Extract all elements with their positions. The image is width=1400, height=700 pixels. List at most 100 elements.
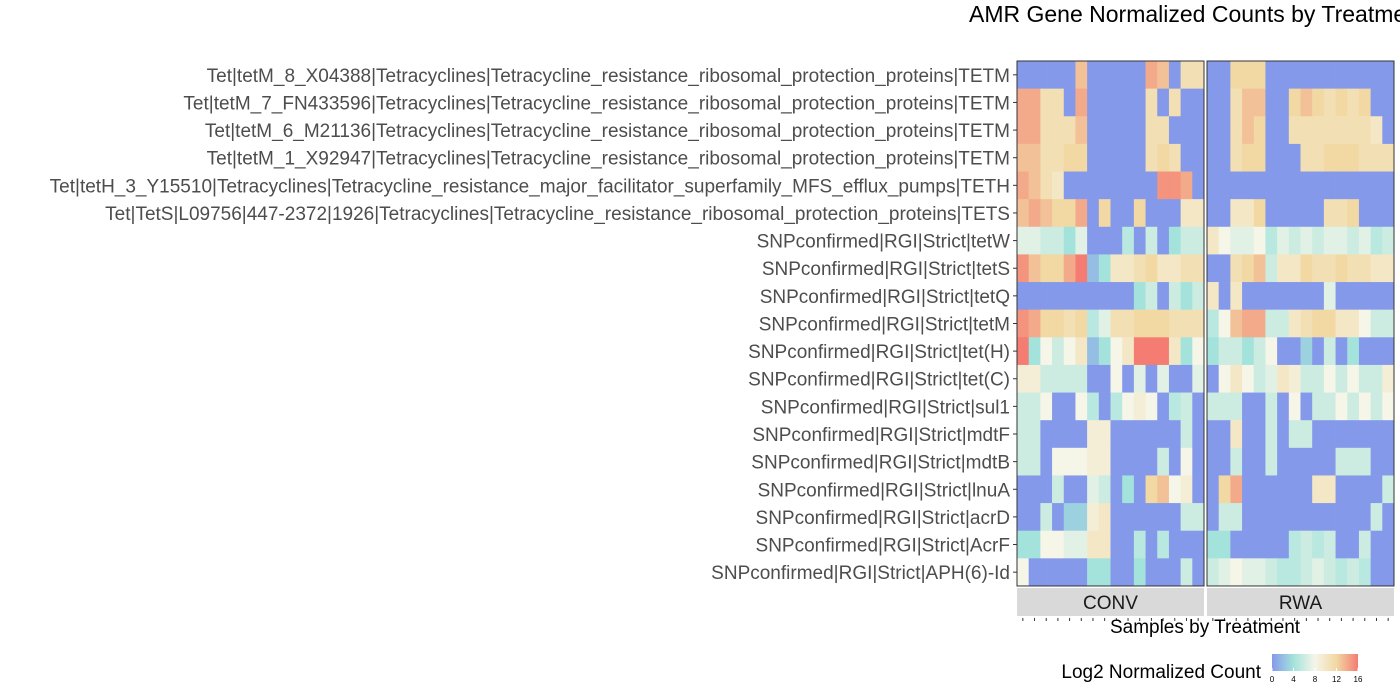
- heatmap-cell: [1157, 530, 1170, 559]
- heatmap-cell: [1277, 282, 1290, 311]
- heatmap-cell: [1382, 199, 1395, 228]
- heatmap-cell: [1087, 88, 1100, 117]
- heatmap-cell: [1157, 447, 1170, 476]
- heatmap-cell: [1312, 171, 1325, 200]
- heatmap-cell: [1075, 226, 1088, 255]
- heatmap-cell: [1098, 309, 1111, 338]
- heatmap-cell: [1207, 226, 1220, 255]
- heatmap-cell: [1335, 420, 1348, 449]
- heatmap-cell: [1017, 199, 1030, 228]
- heatmap-cell: [1335, 447, 1348, 476]
- heatmap-cell: [1253, 88, 1266, 117]
- heatmap-cell: [1230, 447, 1243, 476]
- heatmap-cell: [1242, 337, 1255, 366]
- heatmap-cell: [1075, 447, 1088, 476]
- row-label: SNPconfirmed|RGI|Strict|AcrF: [756, 536, 1010, 557]
- heatmap-cell: [1180, 143, 1193, 172]
- heatmap-cell: [1382, 530, 1395, 559]
- heatmap-cell: [1382, 475, 1395, 504]
- row-label: SNPconfirmed|RGI|Strict|tet(C): [748, 370, 1010, 391]
- heatmap-cell: [1323, 254, 1336, 283]
- heatmap-cell: [1192, 447, 1205, 476]
- heatmap-cell: [1040, 447, 1053, 476]
- heatmap-cell: [1335, 171, 1348, 200]
- heatmap-cell: [1382, 558, 1395, 587]
- heatmap-cell: [1192, 558, 1205, 587]
- heatmap-cell: [1133, 530, 1146, 559]
- heatmap-cell: [1110, 447, 1123, 476]
- heatmap-cell: [1207, 88, 1220, 117]
- heatmap-cell: [1168, 530, 1182, 559]
- heatmap-cell: [1087, 447, 1100, 476]
- heatmap-cell: [1288, 61, 1301, 90]
- heatmap-cell: [1122, 282, 1135, 311]
- heatmap-cell: [1192, 143, 1205, 172]
- heatmap-cell: [1075, 364, 1088, 393]
- heatmap-cell: [1180, 171, 1193, 200]
- heatmap-cell: [1122, 171, 1135, 200]
- x-ticks: [1022, 617, 1389, 621]
- heatmap-cell: [1168, 475, 1182, 504]
- heatmap-cell: [1098, 199, 1111, 228]
- heatmap-cell: [1133, 337, 1146, 366]
- heatmap-cell: [1087, 171, 1100, 200]
- heatmap-cell: [1265, 420, 1278, 449]
- heatmap-cell: [1098, 254, 1111, 283]
- heatmap-cell: [1230, 503, 1243, 532]
- heatmap-cell: [1075, 282, 1088, 311]
- heatmap-cell: [1218, 420, 1231, 449]
- heatmap-cell: [1063, 226, 1076, 255]
- heatmap-cell: [1242, 364, 1255, 393]
- heatmap-cell: [1218, 530, 1231, 559]
- heatmap-cell: [1323, 199, 1336, 228]
- heatmap-cell: [1207, 143, 1220, 172]
- heatmap-cell: [1207, 475, 1220, 504]
- heatmap-cell: [1087, 337, 1100, 366]
- heatmap-cell: [1230, 116, 1243, 145]
- heatmap-panels: CONV RWA: [1016, 60, 1395, 616]
- heatmap-cell: [1040, 61, 1053, 90]
- heatmap-cell: [1122, 420, 1135, 449]
- heatmap-cell: [1110, 171, 1123, 200]
- heatmap-cell: [1017, 337, 1030, 366]
- heatmap-cell: [1040, 503, 1053, 532]
- heatmap-cell: [1277, 530, 1290, 559]
- heatmap-cell: [1063, 309, 1076, 338]
- heatmap-cell: [1040, 392, 1053, 421]
- heatmap-cell: [1028, 282, 1041, 311]
- row-label: Tet|tetM_8_X04388|Tetracyclines|Tetracyc…: [207, 66, 1010, 87]
- heatmap-cell: [1382, 61, 1395, 90]
- heatmap-cell: [1133, 254, 1146, 283]
- heatmap-cell: [1312, 199, 1325, 228]
- heatmap-cell: [1347, 337, 1360, 366]
- heatmap-cell: [1242, 61, 1255, 90]
- heatmap-cell: [1052, 116, 1065, 145]
- heatmap-cell: [1028, 392, 1041, 421]
- heatmap-cell: [1087, 475, 1100, 504]
- heatmap-cell: [1300, 530, 1313, 559]
- heatmap-cell: [1323, 171, 1336, 200]
- heatmap-cell: [1358, 392, 1372, 421]
- heatmap-cell: [1180, 199, 1193, 228]
- heatmap-cell: [1358, 254, 1372, 283]
- heatmap-cell: [1300, 309, 1313, 338]
- heatmap-cell: [1168, 309, 1182, 338]
- heatmap-cell: [1265, 171, 1278, 200]
- heatmap-cell: [1347, 558, 1360, 587]
- heatmap-cell: [1098, 337, 1111, 366]
- heatmap-cell: [1017, 226, 1030, 255]
- heatmap-cell: [1133, 420, 1146, 449]
- heatmap-cell: [1242, 530, 1255, 559]
- heatmap-cell: [1052, 226, 1065, 255]
- heatmap-cell: [1230, 282, 1243, 311]
- heatmap-cell: [1110, 116, 1123, 145]
- heatmap-cell: [1288, 226, 1301, 255]
- heatmap-cell: [1052, 282, 1065, 311]
- heatmap-cell: [1218, 392, 1231, 421]
- heatmap-cell: [1382, 392, 1395, 421]
- heatmap-cell: [1168, 282, 1182, 311]
- panel-border: [1016, 60, 1205, 587]
- heatmap-cell: [1370, 282, 1383, 311]
- heatmap-cell: [1382, 88, 1395, 117]
- heatmap-cell: [1040, 364, 1053, 393]
